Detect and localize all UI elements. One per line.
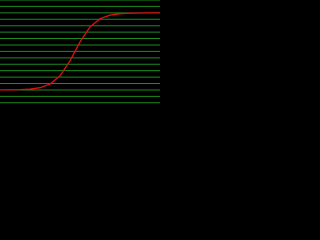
curve xyxy=(0,12,160,91)
chart xyxy=(0,0,160,106)
background xyxy=(0,0,160,106)
